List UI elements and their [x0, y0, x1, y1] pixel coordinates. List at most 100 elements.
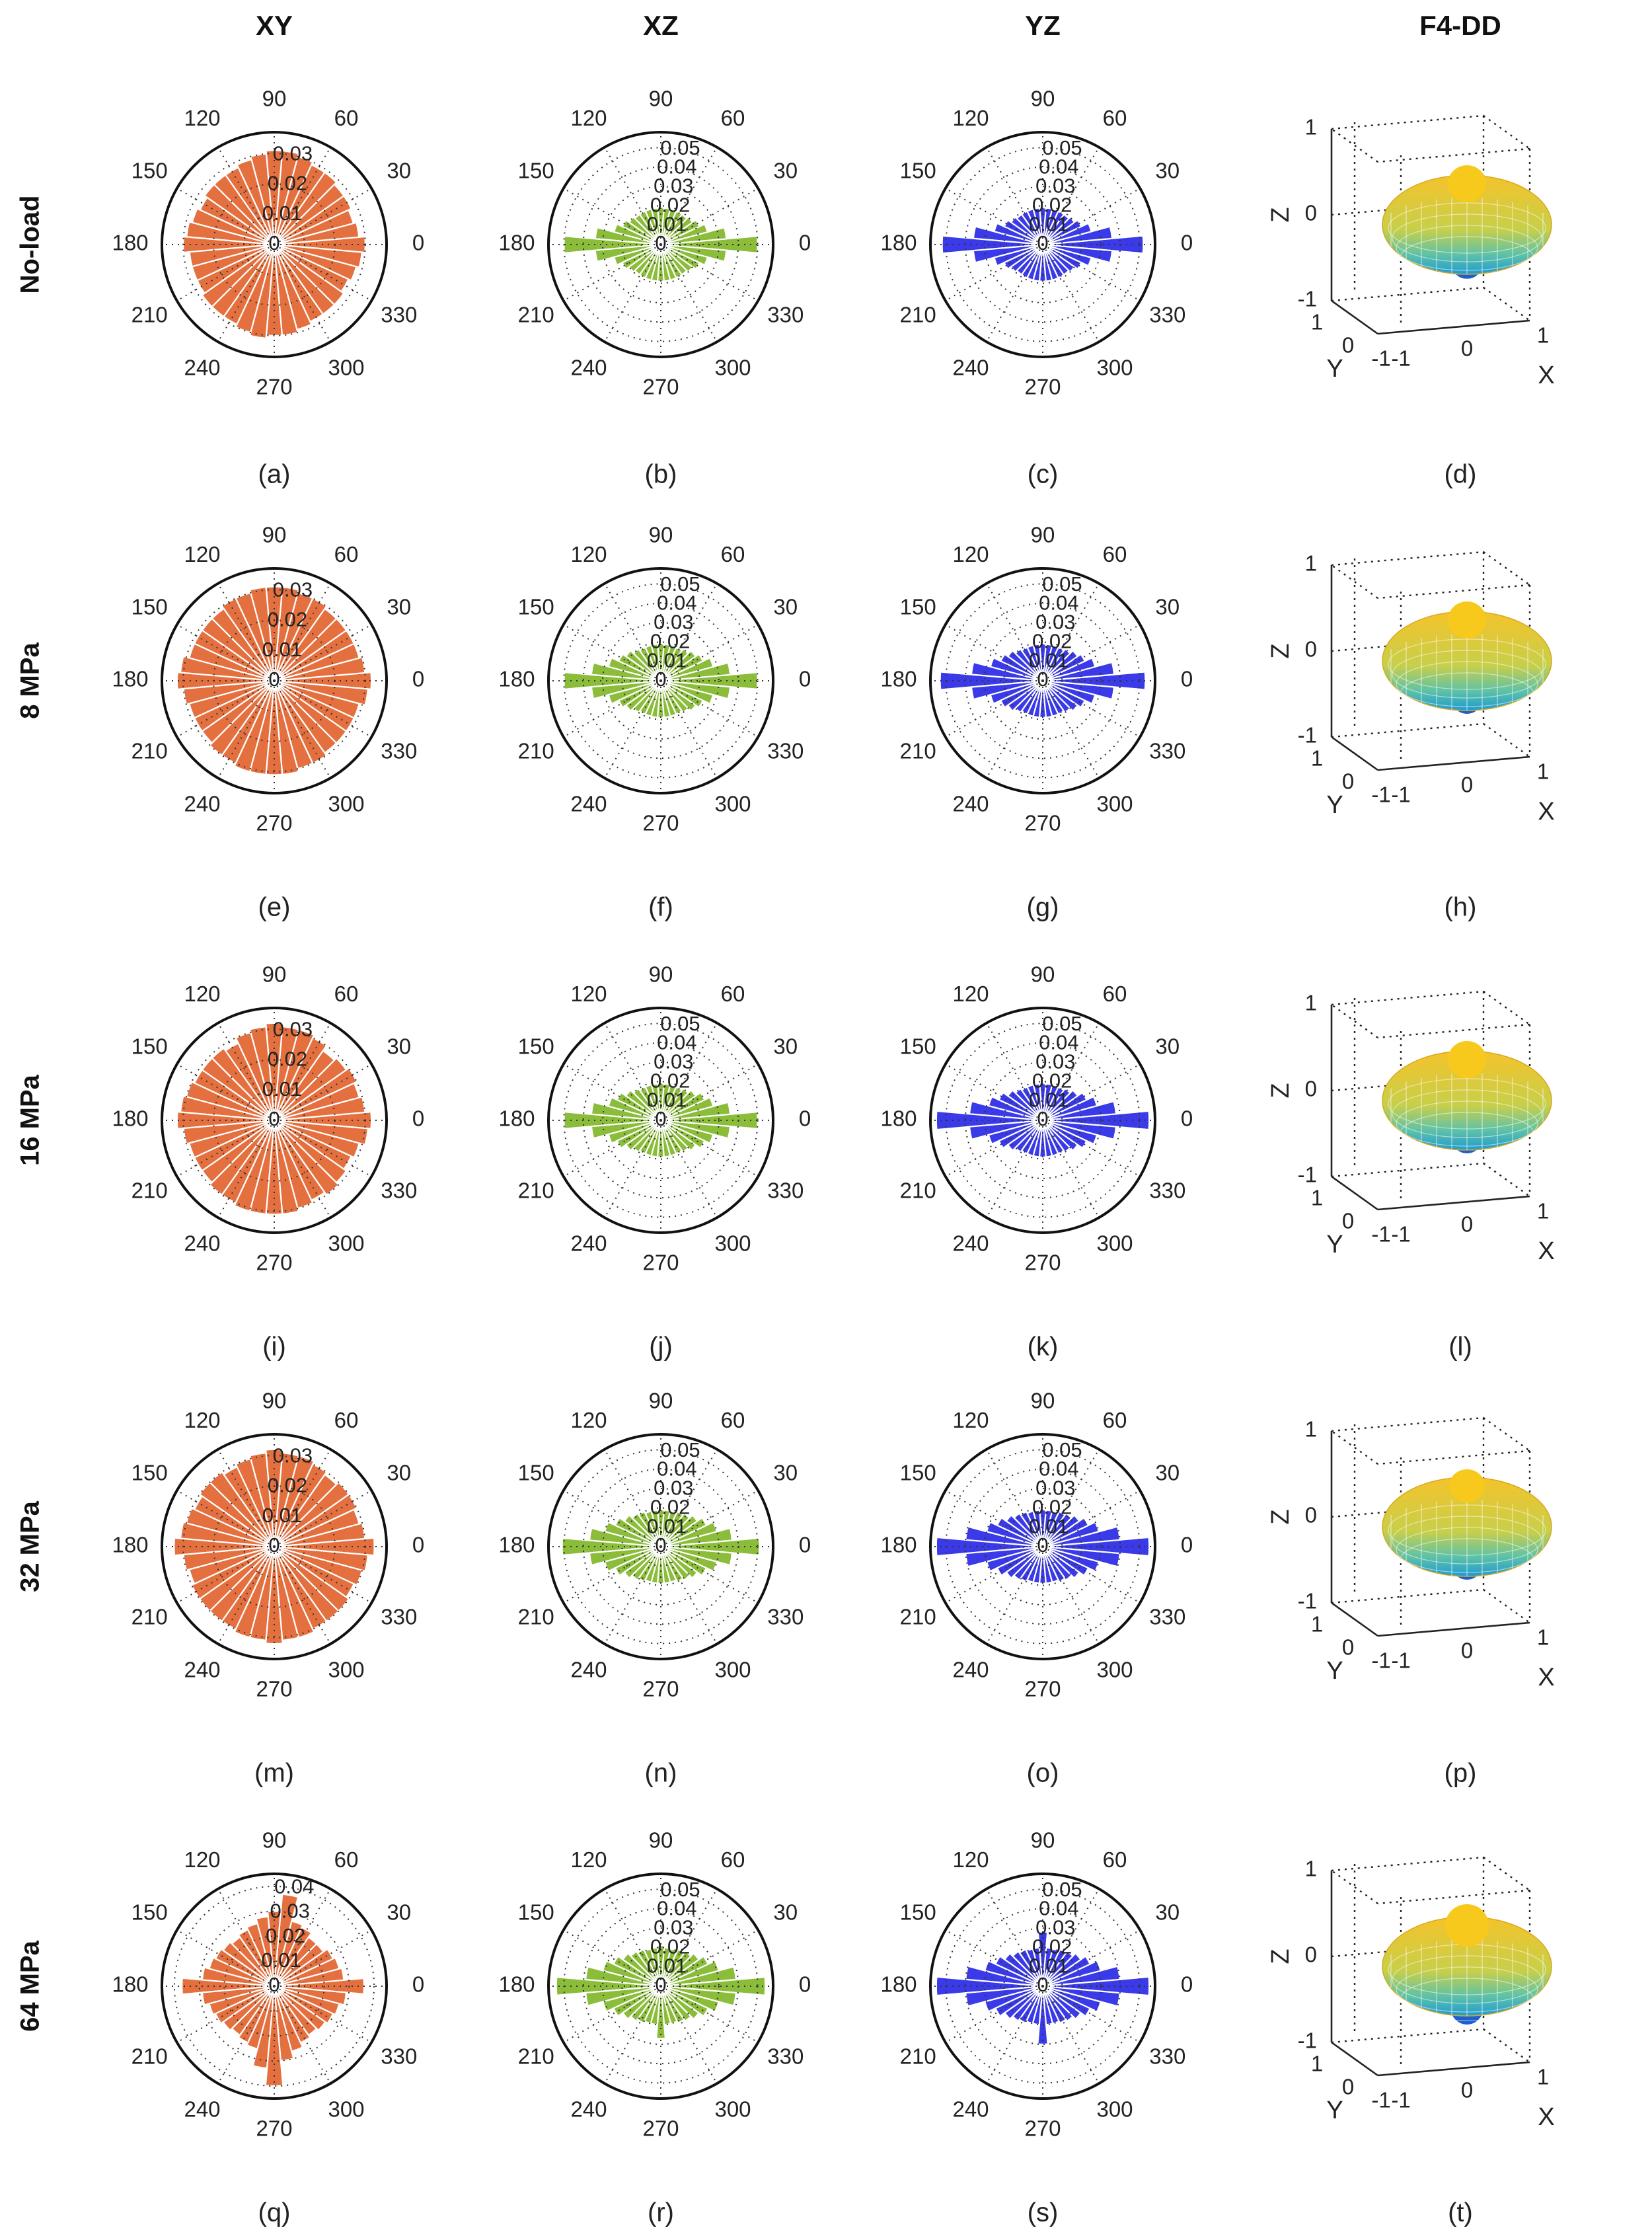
radial-tick-label: 0 [268, 668, 280, 691]
grid-circle [182, 153, 366, 336]
angle-tick-label: 30 [773, 1461, 798, 1485]
angle-tick-label: 330 [381, 739, 417, 763]
radial-tick-label: 0.04 [657, 1897, 696, 1920]
panel-label: (p) [1445, 1759, 1477, 1788]
grid-spoke [274, 1546, 372, 1603]
angle-tick-label: 270 [256, 375, 292, 399]
angle-tick-label: 300 [1096, 1658, 1133, 1682]
grid-spoke [274, 1023, 331, 1121]
angle-tick-label: 300 [714, 792, 751, 816]
grid-spoke [176, 1929, 275, 1987]
z-tick-label: -1 [1298, 2028, 1317, 2053]
angle-tick-label: 120 [570, 982, 607, 1006]
angle-tick-label: 240 [184, 1231, 220, 1256]
angle-tick-label: 240 [570, 356, 607, 380]
histogram-bar [1042, 1952, 1082, 1987]
grid-spoke [604, 1986, 661, 2084]
mesh-ring [1400, 1112, 1534, 1155]
x-tick-label: 0 [1461, 1212, 1473, 1237]
histogram-bar [1042, 243, 1113, 264]
histogram-bar [274, 679, 369, 707]
grid-spoke [1042, 1888, 1100, 1987]
box-edge [1483, 551, 1530, 586]
radial-tick-label: 0.03 [654, 174, 693, 198]
z-tick-label: 0 [1305, 637, 1317, 662]
histogram-bar [624, 1120, 661, 1152]
angle-tick-label: 120 [570, 1408, 607, 1432]
mesh-ring [1392, 1089, 1542, 1138]
radial-tick-label: 0 [268, 1973, 280, 1996]
grid-spoke [604, 1449, 661, 1547]
radial-tick-label: 0.02 [650, 629, 690, 652]
histogram-bar [1018, 1986, 1043, 2025]
histogram-bar [628, 244, 661, 274]
grid-spoke [176, 680, 275, 738]
grid-spoke [986, 1023, 1043, 1121]
y-axis-line [1331, 2041, 1378, 2077]
angle-tick-label: 60 [1103, 1408, 1127, 1432]
x-tick-label: 1 [1537, 1199, 1549, 1223]
panel-label: (j) [649, 1332, 673, 1362]
row-label: 8 MPa [16, 642, 45, 718]
column-headers: XY XZ YZ F4-DD [256, 10, 1501, 41]
radial-tick-label: 0 [268, 1533, 280, 1557]
column-header: XY [256, 10, 293, 41]
radial-tick-label: 0.03 [273, 141, 313, 165]
x-axis-label: X [1538, 798, 1554, 826]
grid-spoke [660, 1986, 759, 2043]
row-4: 00.010.020.03030609012015018021024027030… [112, 1389, 1554, 1788]
angle-tick-label: 30 [773, 1034, 798, 1059]
grid-spoke [176, 1546, 275, 1603]
y-tick-label: 1 [1311, 1186, 1323, 1210]
box-edge [1331, 1870, 1378, 1904]
histogram-bar [660, 1952, 700, 1987]
histogram-bar [274, 1545, 369, 1572]
radial-tick-label: 0.04 [1039, 155, 1078, 178]
angle-tick-label: 270 [256, 811, 292, 835]
angle-tick-label: 240 [570, 1658, 607, 1682]
z-tick-label: 0 [1305, 201, 1317, 225]
box-edge [1331, 1416, 1484, 1432]
box-edge [1331, 722, 1484, 738]
angle-tick-label: 30 [387, 595, 411, 619]
angle-tick-label: 60 [1103, 106, 1127, 130]
angle-tick-label: 330 [381, 303, 417, 327]
polar-histogram-yz: 00.010.020.030.040.050306090120150180210… [880, 1389, 1193, 1701]
radial-tick-label: 0 [655, 668, 666, 691]
z-tick-label: 1 [1305, 115, 1317, 139]
y-tick-label: 0 [1342, 1635, 1354, 1660]
row-label: 32 MPa [16, 1500, 45, 1592]
polar-histogram-xy: 0 0.01 0.02 0.03 0 30 60 90 120 150 180 210 240 270 30… [112, 1389, 424, 1701]
angle-tick-label: 30 [1155, 1461, 1180, 1485]
radial-tick-label: 0.02 [266, 1924, 305, 1947]
radial-tick-label: 0.01 [261, 1949, 301, 1972]
angle-tick-label: 210 [131, 303, 168, 327]
grid-spoke [563, 1546, 661, 1603]
grid-spoke [274, 1888, 331, 1987]
radial-tick-label: 0.05 [660, 136, 700, 159]
y-axis-label: Y [1326, 2097, 1343, 2124]
grid-spoke [176, 1490, 275, 1547]
grid-spoke [604, 1888, 661, 1987]
grid-spoke [986, 1120, 1043, 1218]
x-tick-label: 0 [1461, 336, 1473, 361]
top-cap [1445, 1904, 1489, 1947]
radial-tick-label: 0.01 [647, 1954, 687, 1977]
angle-tick-label: 180 [498, 1106, 535, 1131]
histogram-bar [237, 1928, 275, 1987]
angle-tick-label: 90 [262, 1828, 287, 1853]
grid-spoke [1042, 680, 1100, 779]
z-axis-label: Z [1267, 1509, 1295, 1524]
grid-spoke [945, 1546, 1043, 1603]
radial-tick-label: 0.03 [654, 1050, 693, 1073]
panel-label: (g) [1027, 893, 1059, 922]
histogram-bar [1005, 1546, 1043, 1580]
grid-spoke [217, 1986, 275, 2084]
histogram-bar [173, 1537, 275, 1557]
angle-tick-label: 150 [518, 1900, 554, 1925]
angle-tick-label: 300 [714, 356, 751, 380]
histogram-bar [274, 243, 363, 268]
angle-tick-label: 150 [900, 595, 936, 619]
